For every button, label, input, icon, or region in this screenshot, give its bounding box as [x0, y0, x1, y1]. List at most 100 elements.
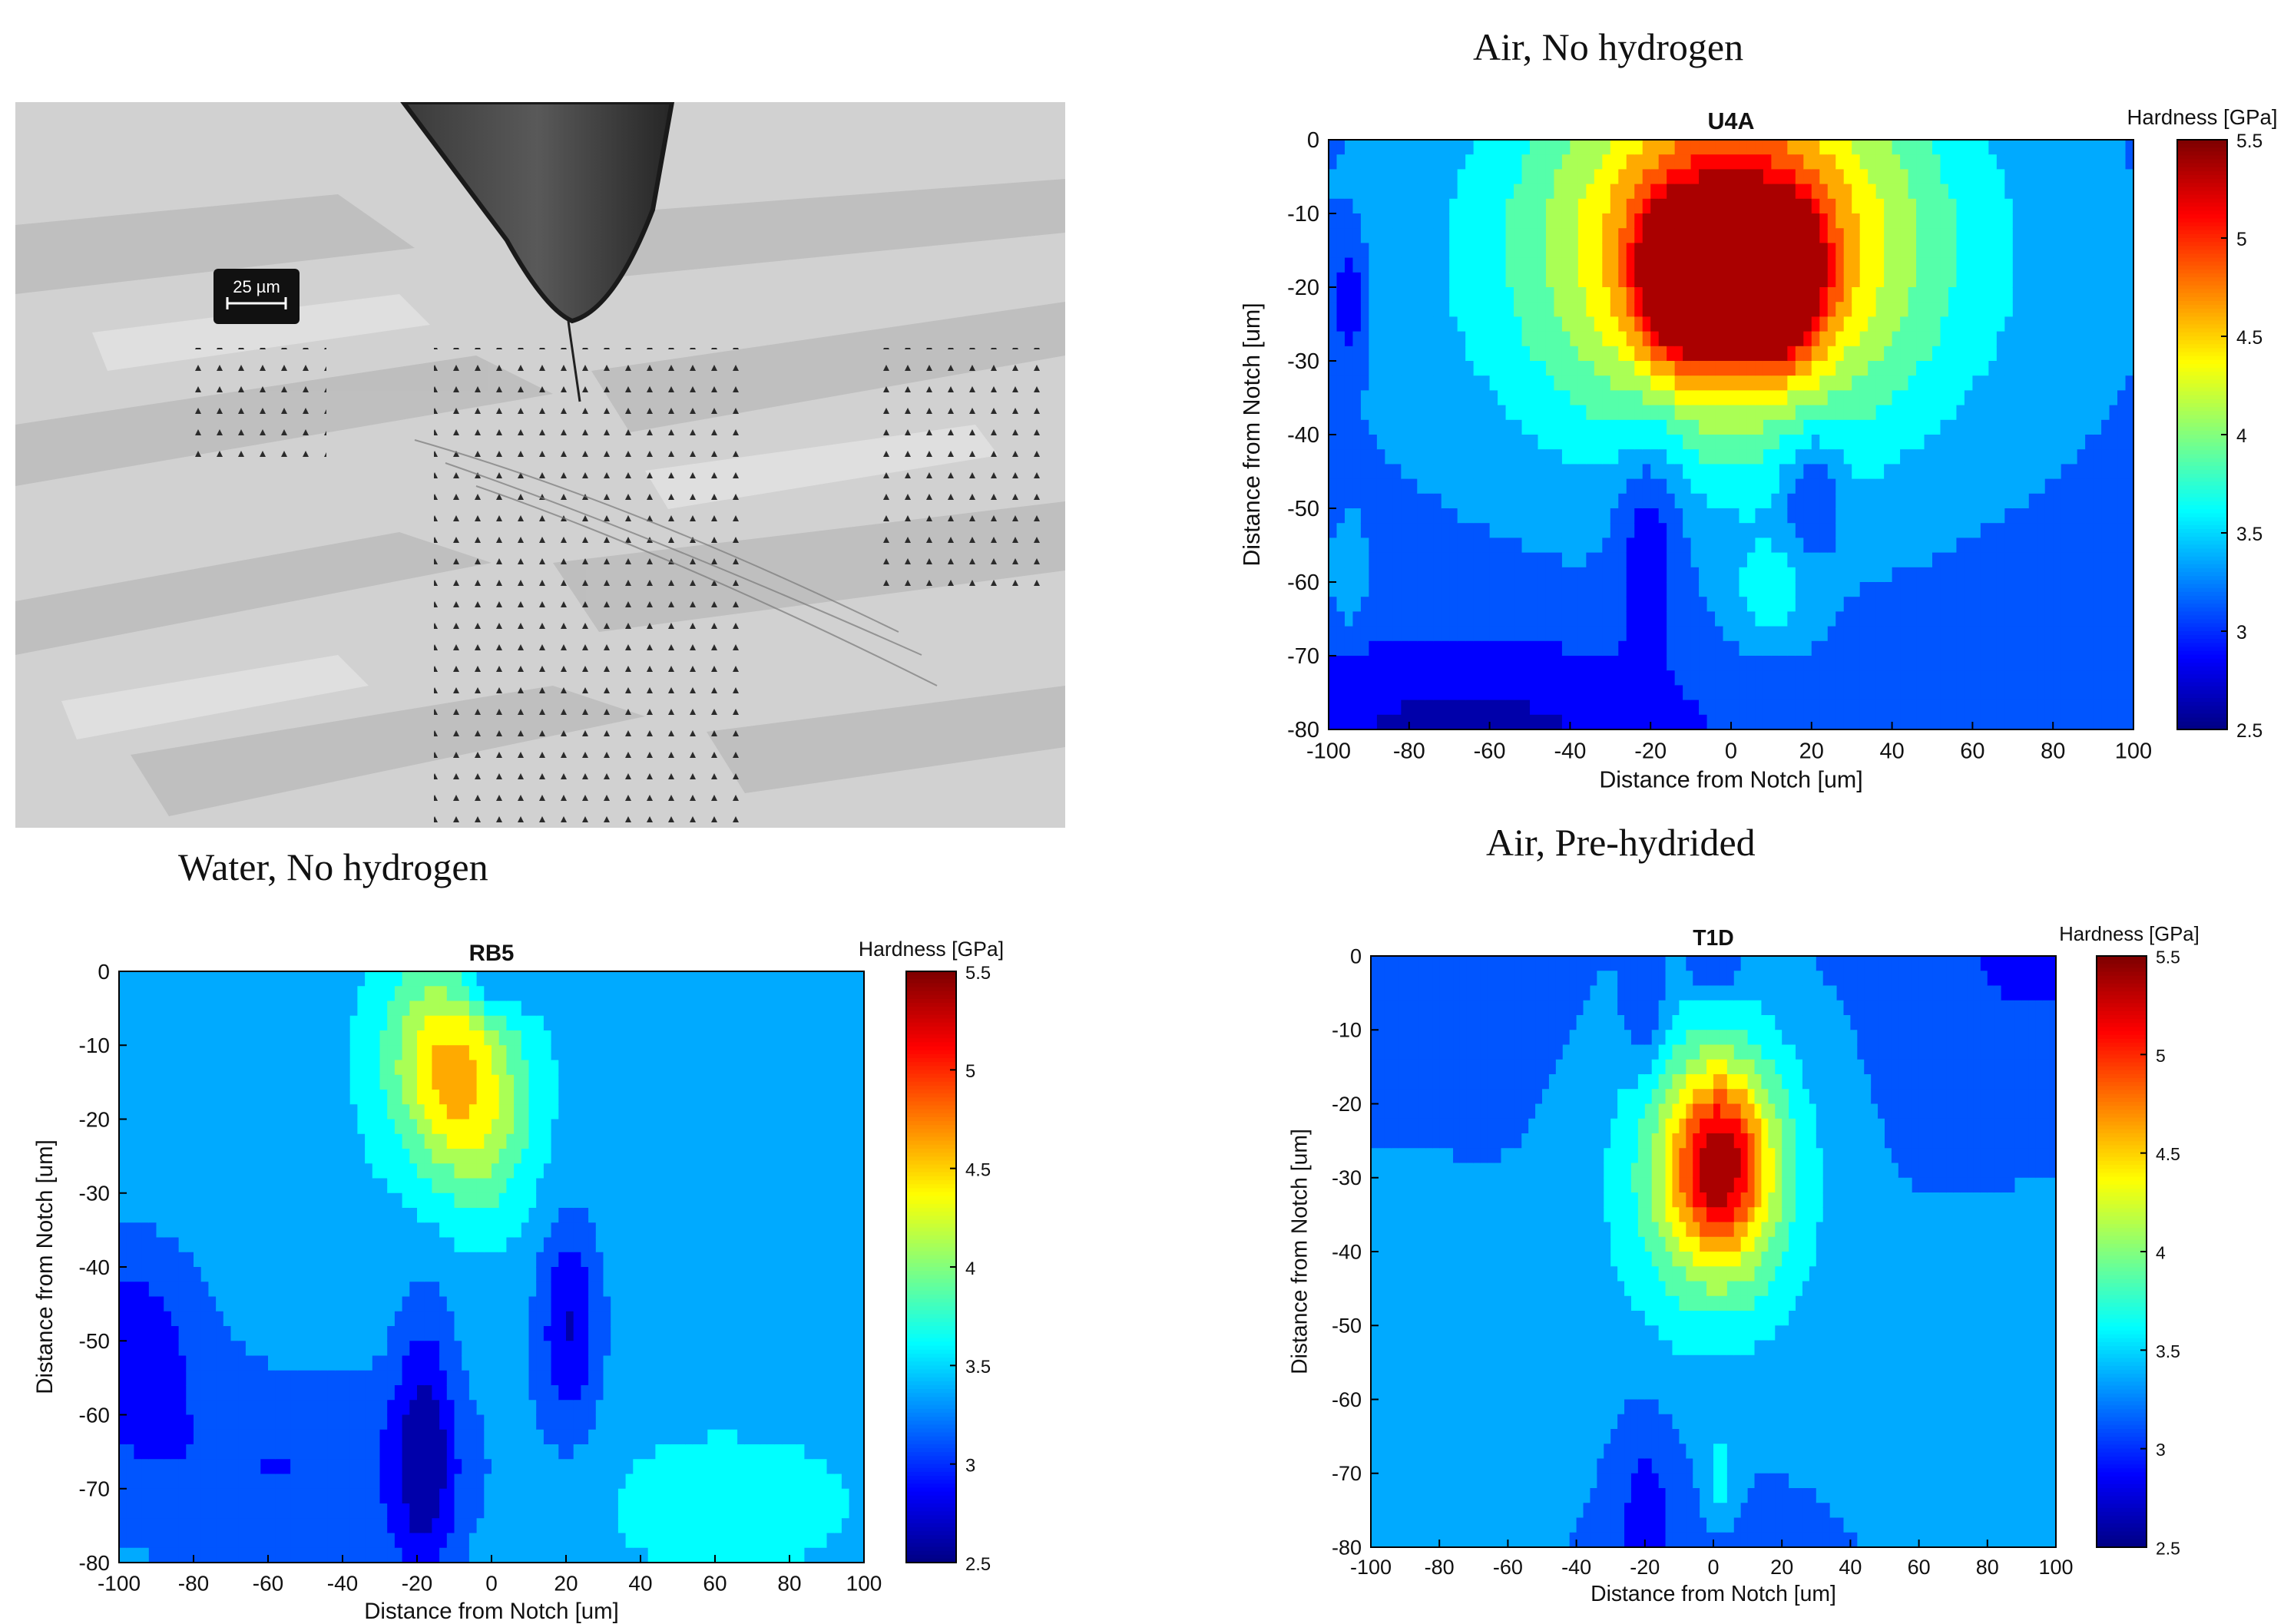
contour-cell — [1449, 523, 1458, 539]
contour-cell — [588, 1282, 597, 1298]
contour-cell — [595, 1237, 604, 1253]
contour-cell — [387, 1370, 396, 1386]
contour-cell — [677, 1429, 686, 1445]
contour-cell — [856, 1149, 865, 1164]
y-tick-label: -50 — [79, 1329, 110, 1353]
contour-cell — [1465, 213, 1475, 229]
colorbar-swatch — [906, 1208, 956, 1212]
contour-cell — [804, 1015, 813, 1031]
contour-cell — [313, 1400, 321, 1416]
contour-cell — [1465, 228, 1475, 244]
contour-cell — [558, 1267, 567, 1282]
contour-cell — [446, 1518, 455, 1534]
contour-cell — [372, 1192, 381, 1209]
contour-cell — [402, 1015, 410, 1031]
contour-cell — [387, 1178, 396, 1194]
contour-cell — [260, 1459, 269, 1475]
colorbar-swatch — [906, 1349, 956, 1354]
contour-cell — [327, 1341, 336, 1357]
contour-cell — [462, 1355, 470, 1371]
contour-cell — [343, 1030, 351, 1046]
contour-cell — [148, 1282, 157, 1298]
contour-cell — [1329, 419, 1338, 435]
contour-cell — [595, 1104, 604, 1120]
contour-cell — [1336, 302, 1346, 318]
contour-cell — [313, 1090, 321, 1105]
contour-cell — [625, 1252, 634, 1268]
contour-cell — [521, 1474, 530, 1490]
contour-cell — [468, 1074, 478, 1090]
contour-cell — [1433, 611, 1442, 627]
contour-cell — [1465, 508, 1475, 524]
contour-cell — [156, 1547, 164, 1563]
contour-cell — [1352, 302, 1362, 318]
contour-cell — [134, 1518, 142, 1534]
contour-cell — [812, 1133, 820, 1149]
contour-cell — [581, 986, 589, 1002]
contour-cell — [245, 1296, 254, 1312]
contour-cell — [528, 1001, 537, 1017]
contour-cell — [462, 1001, 470, 1017]
contour-cell — [514, 1488, 522, 1504]
contour-cell — [685, 1296, 693, 1312]
contour-cell — [1433, 670, 1442, 686]
contour-cell — [484, 1282, 492, 1298]
contour-cell — [782, 1296, 790, 1312]
contour-cell — [573, 1429, 582, 1445]
contour-cell — [164, 1237, 172, 1253]
contour-cell — [760, 1488, 768, 1504]
contour-cell — [134, 1222, 142, 1239]
contour-cell — [812, 1533, 820, 1549]
contour-cell — [744, 1237, 753, 1253]
contour-cell — [819, 1104, 828, 1120]
contour-cell — [730, 1267, 738, 1282]
contour-cell — [1473, 435, 1482, 450]
contour-cell — [349, 1252, 359, 1268]
contour-cell — [1417, 493, 1426, 509]
contour-cell — [372, 1533, 381, 1549]
contour-cell — [126, 1090, 135, 1105]
contour-cell — [305, 1178, 313, 1194]
contour-cell — [625, 1237, 634, 1253]
caption-water-no-hydrogen: Water, No hydrogen — [178, 845, 488, 888]
contour-cell — [841, 1090, 850, 1105]
contour-cell — [1408, 508, 1418, 524]
contour-cell — [141, 1133, 150, 1149]
contour-cell — [506, 1045, 515, 1061]
contour-cell — [439, 1104, 448, 1120]
contour-cell — [663, 1060, 671, 1076]
contour-cell — [1441, 346, 1450, 362]
contour-cell — [141, 1178, 150, 1194]
contour-cell — [119, 1267, 127, 1282]
contour-cell — [275, 1474, 284, 1490]
contour-cell — [216, 1030, 224, 1046]
contour-cell — [633, 1429, 641, 1445]
contour-cell — [766, 1222, 776, 1239]
contour-cell — [581, 1208, 589, 1223]
contour-cell — [335, 1074, 343, 1090]
contour-cell — [543, 1503, 552, 1519]
contour-cell — [126, 1400, 135, 1416]
contour-cell — [737, 1149, 746, 1164]
contour-cell — [313, 986, 321, 1002]
contour-cell — [387, 986, 396, 1002]
contour-cell — [1425, 552, 1434, 568]
contour-cell — [782, 1045, 790, 1061]
contour-cell — [134, 1178, 142, 1194]
contour-cell — [1336, 405, 1346, 421]
contour-cell — [208, 1311, 217, 1327]
contour-cell — [1441, 493, 1450, 509]
contour-cell — [468, 1001, 478, 1017]
contour-cell — [432, 1192, 440, 1209]
contour-cell — [766, 1090, 776, 1105]
contour-cell — [730, 1429, 738, 1445]
contour-cell — [1369, 316, 1378, 332]
contour-cell — [782, 1149, 790, 1164]
contour-cell — [230, 1414, 239, 1431]
contour-cell — [372, 1015, 381, 1031]
contour-cell — [655, 1163, 664, 1179]
contour-cell — [700, 1355, 708, 1371]
contour-cell — [409, 1237, 418, 1253]
contour-cell — [856, 1474, 865, 1490]
contour-cell — [1457, 302, 1466, 318]
